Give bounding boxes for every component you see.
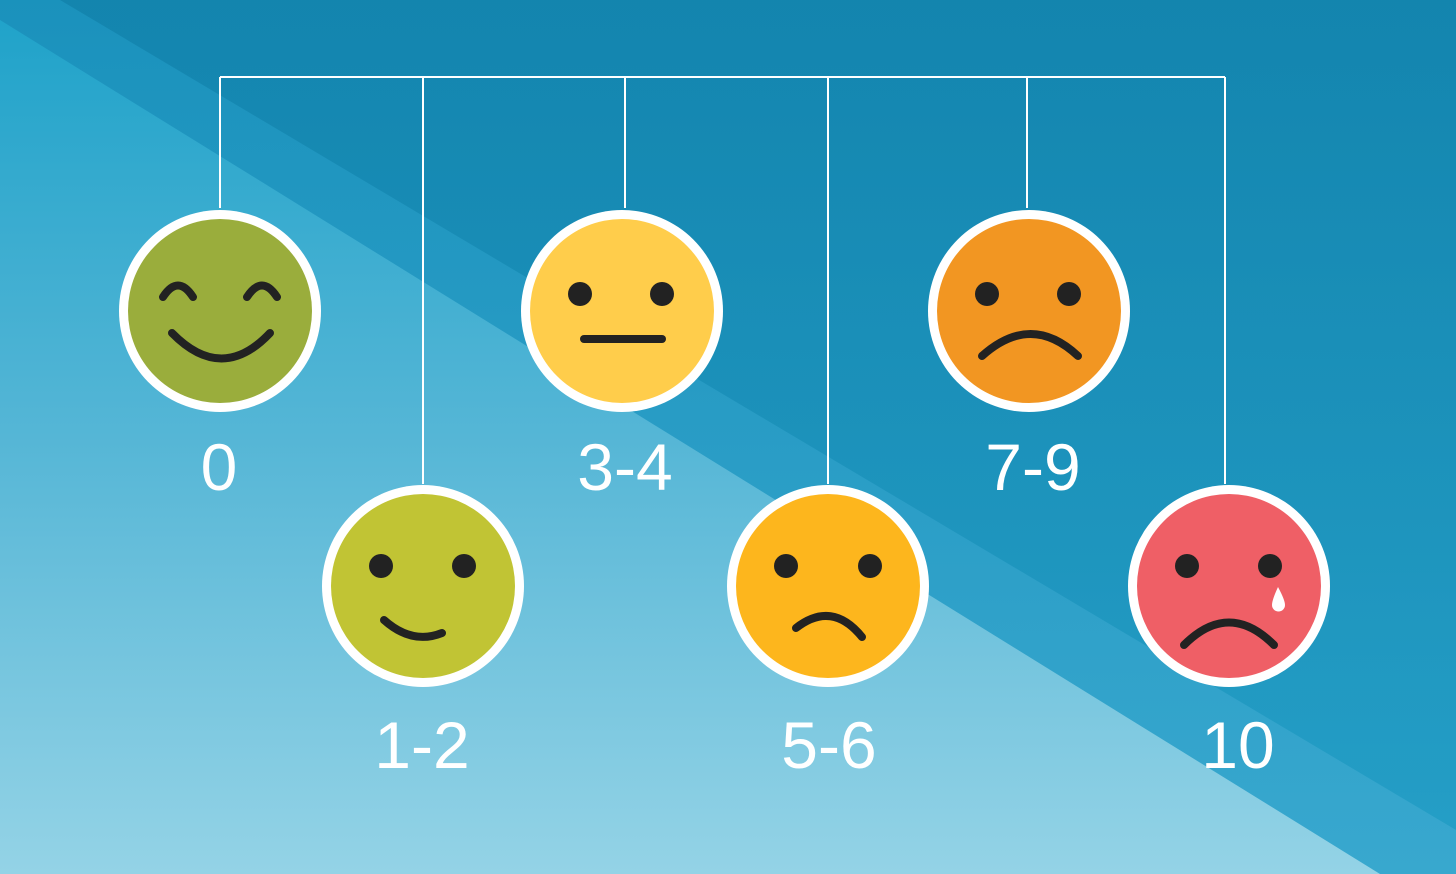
sad-face-icon: [928, 210, 1130, 412]
smile-face-icon: [322, 485, 524, 687]
level-label-0: 0: [200, 430, 238, 504]
level-label-1-2: 1-2: [374, 708, 470, 782]
neutral-face-icon: [521, 210, 723, 412]
level-label-10: 10: [1201, 708, 1275, 782]
connector-lines: [219, 76, 1226, 484]
level-label-7-9: 7-9: [985, 430, 1081, 504]
happy-face-icon: [119, 210, 321, 412]
crying-face-icon: [1128, 485, 1330, 687]
level-label-3-4: 3-4: [577, 430, 673, 504]
tear-icon: [1272, 587, 1285, 612]
frown-face-icon: [727, 485, 929, 687]
level-label-5-6: 5-6: [781, 708, 877, 782]
